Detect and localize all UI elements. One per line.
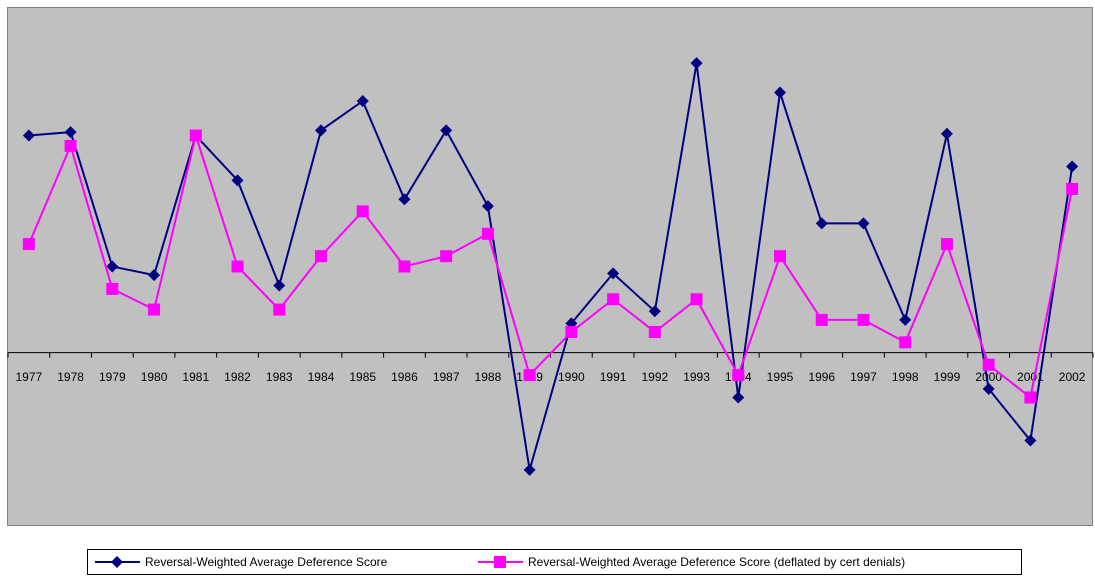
- x-tick-label: 1980: [141, 370, 168, 384]
- data-point: [22, 129, 35, 142]
- data-point: [940, 127, 953, 140]
- x-tick-label: 1990: [558, 370, 585, 384]
- x-tick-label: 1991: [600, 370, 627, 384]
- x-tick-label: 1995: [767, 370, 794, 384]
- plot-area: [7, 7, 1093, 526]
- series-line: [28, 62, 1074, 471]
- data-point: [273, 279, 286, 292]
- data-point: [64, 126, 77, 139]
- data-point: [732, 391, 745, 404]
- data-point: [982, 382, 995, 395]
- x-tick-label: 1986: [391, 370, 418, 384]
- data-point: [1066, 160, 1079, 173]
- data-point: [481, 200, 494, 213]
- x-tick-label: 1977: [16, 370, 43, 384]
- x-tick-label: 2002: [1059, 370, 1086, 384]
- data-point: [1024, 391, 1037, 404]
- x-tick-label: 1979: [99, 370, 126, 384]
- data-point: [106, 260, 119, 273]
- data-point: [148, 303, 161, 316]
- data-point: [523, 369, 536, 382]
- x-tick-label: 1992: [641, 370, 668, 384]
- data-point: [189, 129, 202, 142]
- x-tick-label: 1996: [808, 370, 835, 384]
- legend-marker: [494, 556, 506, 568]
- x-tick-label: 1982: [224, 370, 251, 384]
- x-tick-label: 1978: [57, 370, 84, 384]
- data-point: [440, 124, 453, 137]
- data-point: [148, 269, 161, 282]
- data-point: [1024, 434, 1037, 447]
- x-tick-label: 1985: [349, 370, 376, 384]
- data-point: [899, 336, 912, 349]
- data-point: [231, 174, 244, 187]
- series-line: [27, 131, 1074, 400]
- data-point: [815, 217, 828, 230]
- data-point: [273, 303, 286, 316]
- data-point: [314, 250, 327, 263]
- data-point: [64, 139, 77, 152]
- data-point: [106, 282, 119, 295]
- x-tick-label: 1987: [433, 370, 460, 384]
- x-tick-label: 2001: [1017, 370, 1044, 384]
- data-point: [523, 463, 536, 476]
- data-point: [857, 313, 870, 326]
- legend-label: Reversal-Weighted Average Deference Scor…: [145, 555, 388, 569]
- x-tick-label: 2000: [975, 370, 1002, 384]
- data-point: [481, 227, 494, 240]
- data-point: [356, 95, 369, 108]
- x-tick-label: 1988: [475, 370, 502, 384]
- data-point: [648, 325, 661, 338]
- x-tick-label: 1984: [308, 370, 335, 384]
- data-point: [440, 250, 453, 263]
- data-point: [732, 369, 745, 382]
- data-point: [398, 193, 411, 206]
- data-point: [607, 267, 620, 280]
- data-point: [774, 86, 787, 99]
- x-tick-label: 1983: [266, 370, 293, 384]
- data-point: [982, 358, 995, 371]
- legend-box: [87, 549, 1022, 575]
- data-point: [857, 217, 870, 230]
- data-point: [774, 250, 787, 263]
- x-tick-label: 1993: [683, 370, 710, 384]
- data-point: [648, 305, 661, 318]
- data-point: [815, 313, 828, 326]
- data-point: [22, 238, 35, 251]
- x-tick-label: 1999: [934, 370, 961, 384]
- data-point: [690, 293, 703, 306]
- data-point: [940, 238, 953, 251]
- x-tick-label: 1998: [892, 370, 919, 384]
- data-point: [398, 260, 411, 273]
- legend-label: Reversal-Weighted Average Deference Scor…: [528, 555, 905, 569]
- x-tick-label: 1997: [850, 370, 877, 384]
- data-point: [690, 57, 703, 70]
- legend-marker: [111, 556, 123, 568]
- data-point: [565, 325, 578, 338]
- data-point: [314, 124, 327, 137]
- data-point: [899, 313, 912, 326]
- data-point: [231, 260, 244, 273]
- data-point: [356, 205, 369, 218]
- x-tick-label: 1981: [182, 370, 209, 384]
- data-point: [1066, 182, 1079, 195]
- data-point: [607, 293, 620, 306]
